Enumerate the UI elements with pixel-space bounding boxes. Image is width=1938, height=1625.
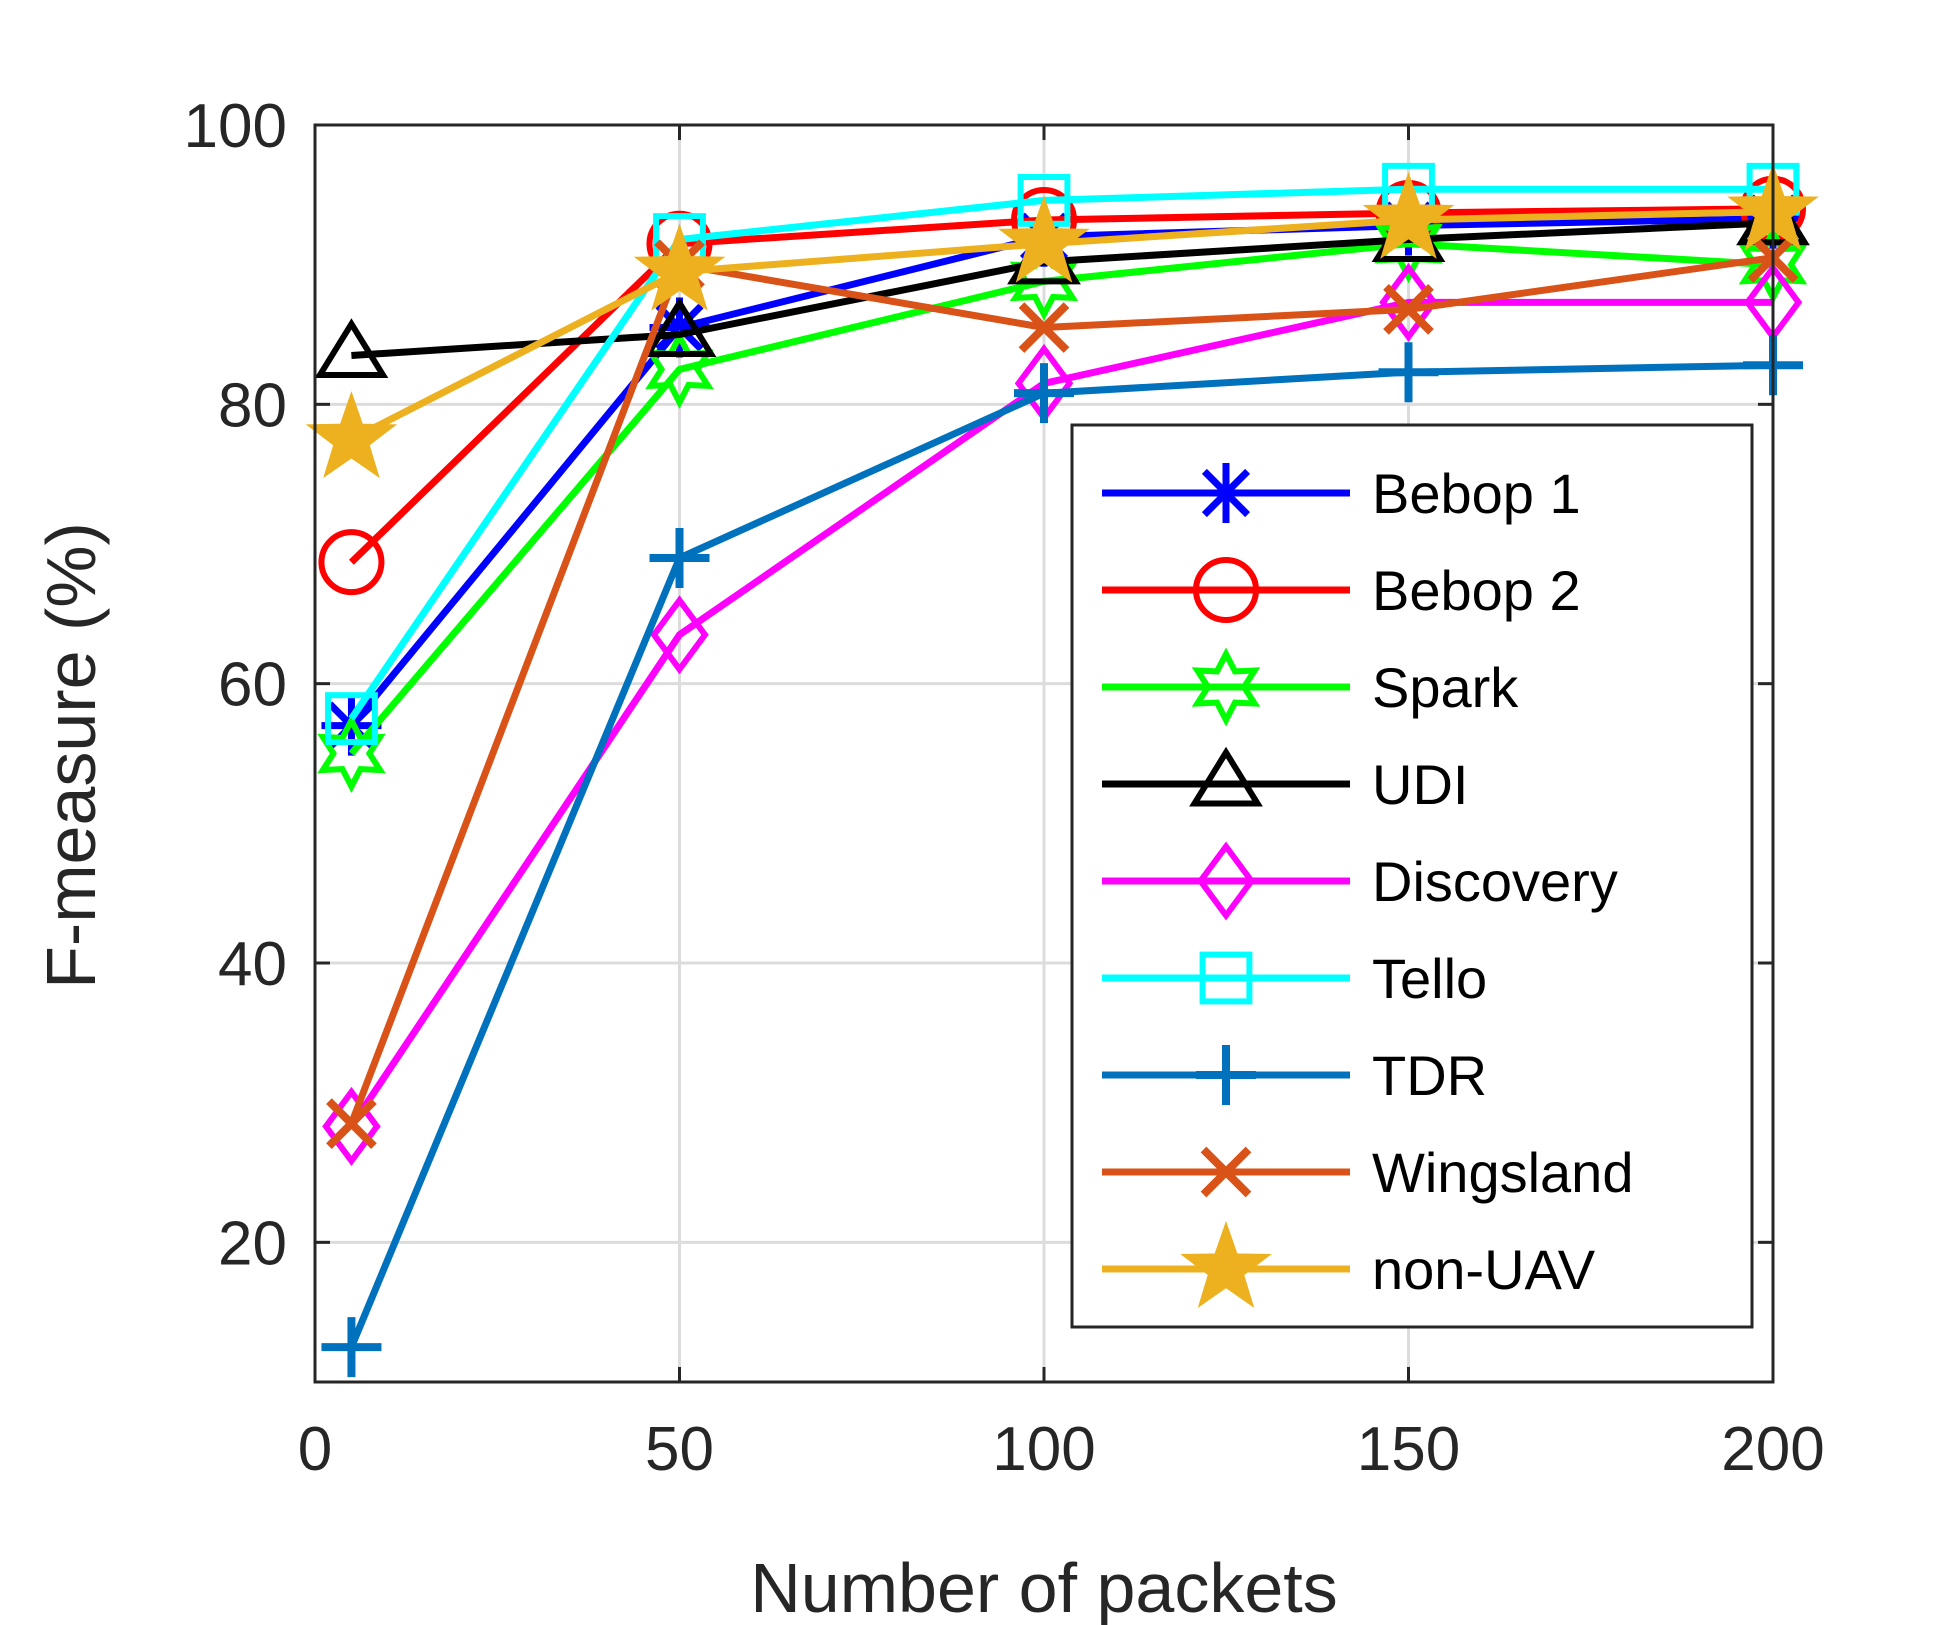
x-tick-label: 200 — [1721, 1415, 1824, 1484]
data-point-wingsland — [1018, 302, 1070, 353]
legend-item-tdr: TDR — [1102, 1044, 1487, 1107]
data-point-wingsland — [1383, 284, 1434, 335]
x-tick-label: 150 — [1357, 1415, 1460, 1484]
data-point-non-uav — [1362, 171, 1455, 259]
data-point-udi — [642, 297, 717, 357]
legend-marker-bebop-2 — [1193, 557, 1259, 623]
legend-marker-wingsland — [1200, 1146, 1252, 1198]
y-axis-label: F-measure (%) — [32, 522, 110, 989]
legend-item-spark: Spark — [1102, 647, 1519, 727]
legend-label: non-UAV — [1372, 1238, 1596, 1301]
data-point-non-uav — [998, 195, 1090, 283]
data-point-non-uav — [633, 223, 726, 311]
data-point-discovery — [650, 595, 709, 675]
legend-item-discovery: Discovery — [1102, 841, 1618, 921]
axis-ticks: 0 50 100 150 200 20 40 60 80 100 — [184, 92, 1825, 1484]
legend-item-tello: Tello — [1102, 947, 1487, 1010]
legend-label: Bebop 2 — [1372, 559, 1581, 622]
legend-item-bebop-2: Bebop 2 — [1102, 557, 1581, 623]
legend-marker-udi — [1189, 746, 1263, 807]
data-point-tdr — [649, 527, 710, 588]
legend-marker-bebop-1 — [1196, 463, 1256, 523]
x-tick-label: 50 — [645, 1415, 714, 1484]
data-point-wingsland — [326, 1098, 377, 1149]
y-tick-label: 80 — [218, 371, 287, 440]
data-point-udi — [314, 318, 389, 378]
legend-item-non-uav: non-UAV — [1102, 1220, 1596, 1309]
data-point-spark — [1374, 204, 1443, 284]
data-point-bebop-2 — [318, 529, 385, 596]
legend-marker-tello — [1199, 951, 1253, 1005]
legend-marker-discovery — [1196, 841, 1256, 921]
legend-label: UDI — [1372, 753, 1468, 816]
legend-label: Wingsland — [1372, 1141, 1633, 1204]
data-point-tello — [325, 692, 378, 745]
legend-label: Spark — [1372, 656, 1519, 719]
y-tick-label: 60 — [218, 651, 287, 720]
y-tick-label: 40 — [218, 930, 287, 999]
legend-item-bebop-1: Bebop 1 — [1102, 462, 1581, 525]
data-point-tdr — [1014, 363, 1074, 424]
data-point-tdr — [1378, 342, 1439, 403]
x-tick-label: 0 — [298, 1415, 332, 1484]
x-tick-label: 100 — [992, 1415, 1095, 1484]
legend-label: Bebop 1 — [1372, 462, 1581, 525]
legend-item-wingsland: Wingsland — [1102, 1141, 1633, 1204]
data-point-spark — [317, 713, 386, 794]
legend-label: Discovery — [1372, 850, 1618, 913]
legend-box — [1070, 423, 1754, 1329]
y-tick-label: 100 — [184, 92, 287, 161]
legend-item-udi: UDI — [1102, 746, 1468, 816]
x-axis-label: Number of packets — [750, 1549, 1337, 1625]
legend-label: TDR — [1372, 1044, 1487, 1107]
legend-marker-spark — [1191, 647, 1261, 727]
y-tick-label: 20 — [218, 1209, 287, 1278]
legend-marker-tdr — [1196, 1045, 1256, 1105]
legend-label: Tello — [1372, 947, 1487, 1010]
legend-marker-non-uav — [1180, 1220, 1272, 1309]
data-point-discovery — [322, 1086, 381, 1166]
data-point-non-uav — [305, 391, 398, 479]
legend: Bebop 1 Bebop 2 Spark UDI Discovery Tello TDR W… — [1070, 423, 1754, 1329]
data-point-tdr — [321, 1317, 382, 1378]
